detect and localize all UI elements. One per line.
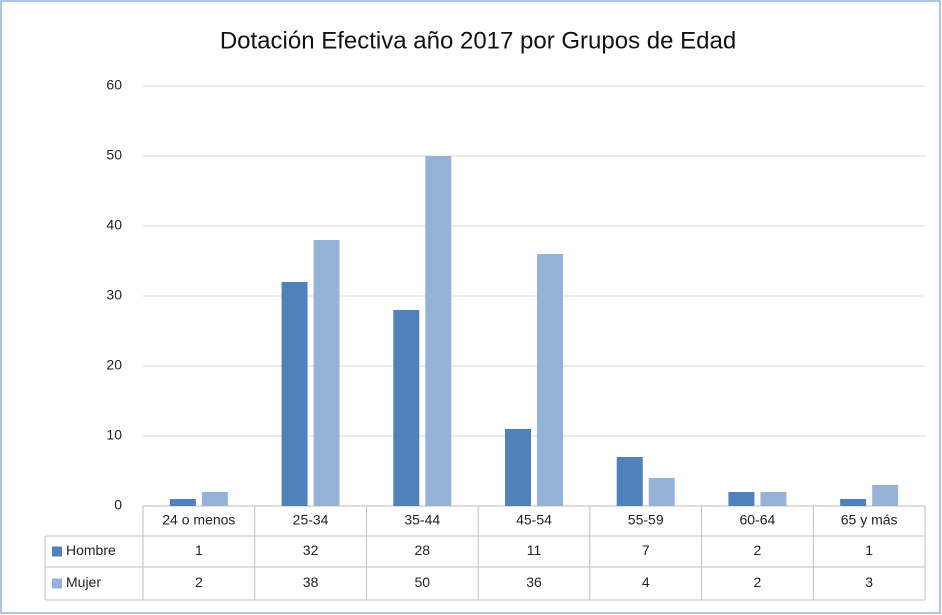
x-tick-label: 45-54 [516,512,552,528]
table-value: 32 [303,542,319,558]
x-tick-label: 25-34 [293,512,329,528]
table-value: 11 [527,542,542,558]
x-tick-label: 60-64 [740,512,776,528]
table-value: 4 [642,574,650,590]
bar [313,240,340,506]
table-value: 50 [414,574,430,590]
y-tick-label: 60 [106,77,122,93]
bar [281,282,308,506]
y-tick-label: 50 [106,147,122,163]
table-value: 38 [303,574,319,590]
chart-title: Dotación Efectiva año 2017 por Grupos de… [220,27,736,54]
table-value: 2 [195,574,203,590]
table-value: 28 [414,542,430,558]
y-tick-label: 20 [106,357,122,373]
bar [760,492,787,506]
x-tick-label: 55-59 [628,512,664,528]
legend-key [52,546,62,557]
y-tick-label: 40 [106,217,122,233]
table-value: 3 [865,574,873,590]
bar [393,310,420,506]
table-value: 1 [195,542,203,558]
table-value: 36 [526,574,542,590]
y-tick-label: 0 [114,497,122,513]
bar [505,429,531,506]
bar [728,492,755,506]
x-tick-label: 24 o menos [162,512,235,528]
legend-label: Mujer [66,574,101,590]
bar [201,492,228,506]
bar [872,485,899,506]
x-tick-label: 35-44 [404,512,440,528]
legend-key [52,578,62,589]
bar [840,499,867,506]
table-value: 2 [754,574,762,590]
y-tick-label: 30 [106,287,122,303]
y-tick-label: 10 [106,427,122,443]
bar [537,254,563,506]
table-value: 7 [642,542,650,558]
bar [425,156,452,506]
x-tick-label: 65 y más [841,512,898,528]
table-value: 2 [754,542,762,558]
table-value: 1 [865,542,873,558]
legend-label: Hombre [66,542,116,558]
bar [169,499,196,506]
bar [648,478,675,506]
bar [616,457,643,506]
